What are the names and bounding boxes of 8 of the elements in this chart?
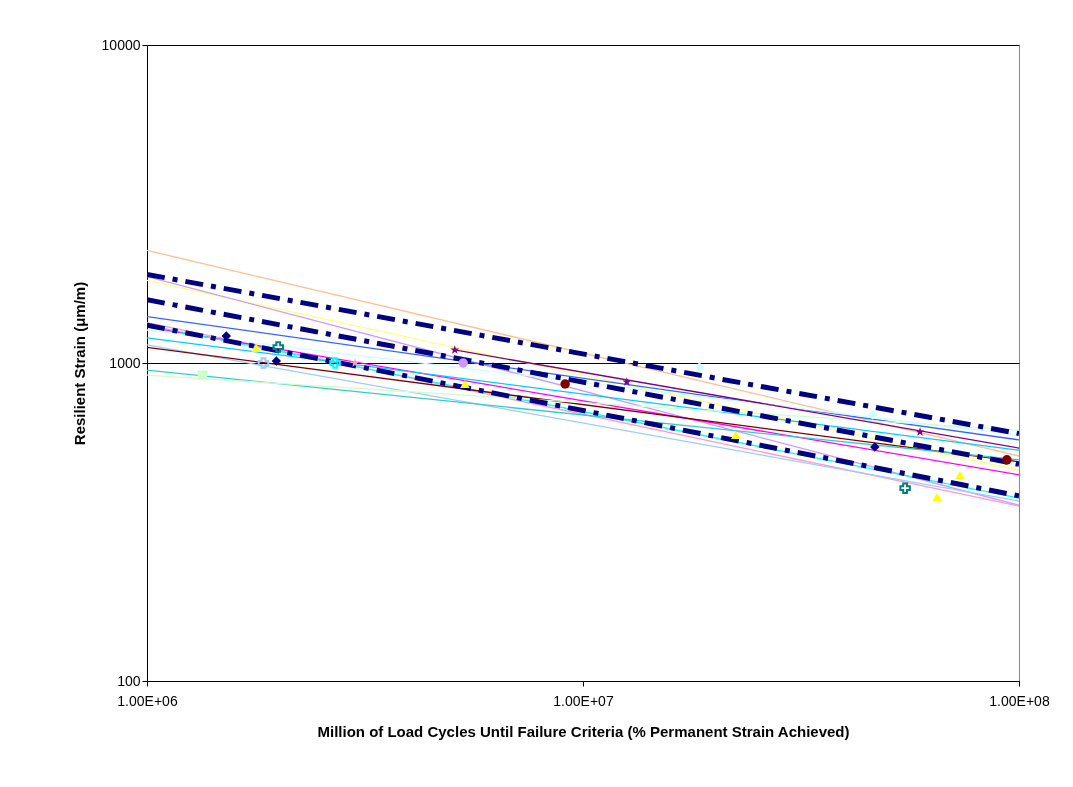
y-tick-label: 10000 [101, 36, 141, 53]
x-tick-label: 1.00E+07 [553, 692, 614, 709]
x-axis-title: Million of Load Cycles Until Failure Criteria (% Permanent Strain Achieved) [317, 722, 850, 740]
x-tick-label: 1.00E+08 [989, 692, 1050, 709]
y-tick-label: 100 [117, 672, 141, 689]
y-tick-label: 1000 [109, 354, 141, 371]
y-axis-title: Resilient Strain (μm/m) [70, 281, 88, 446]
x-tick-label: 1.00E+06 [117, 692, 178, 709]
